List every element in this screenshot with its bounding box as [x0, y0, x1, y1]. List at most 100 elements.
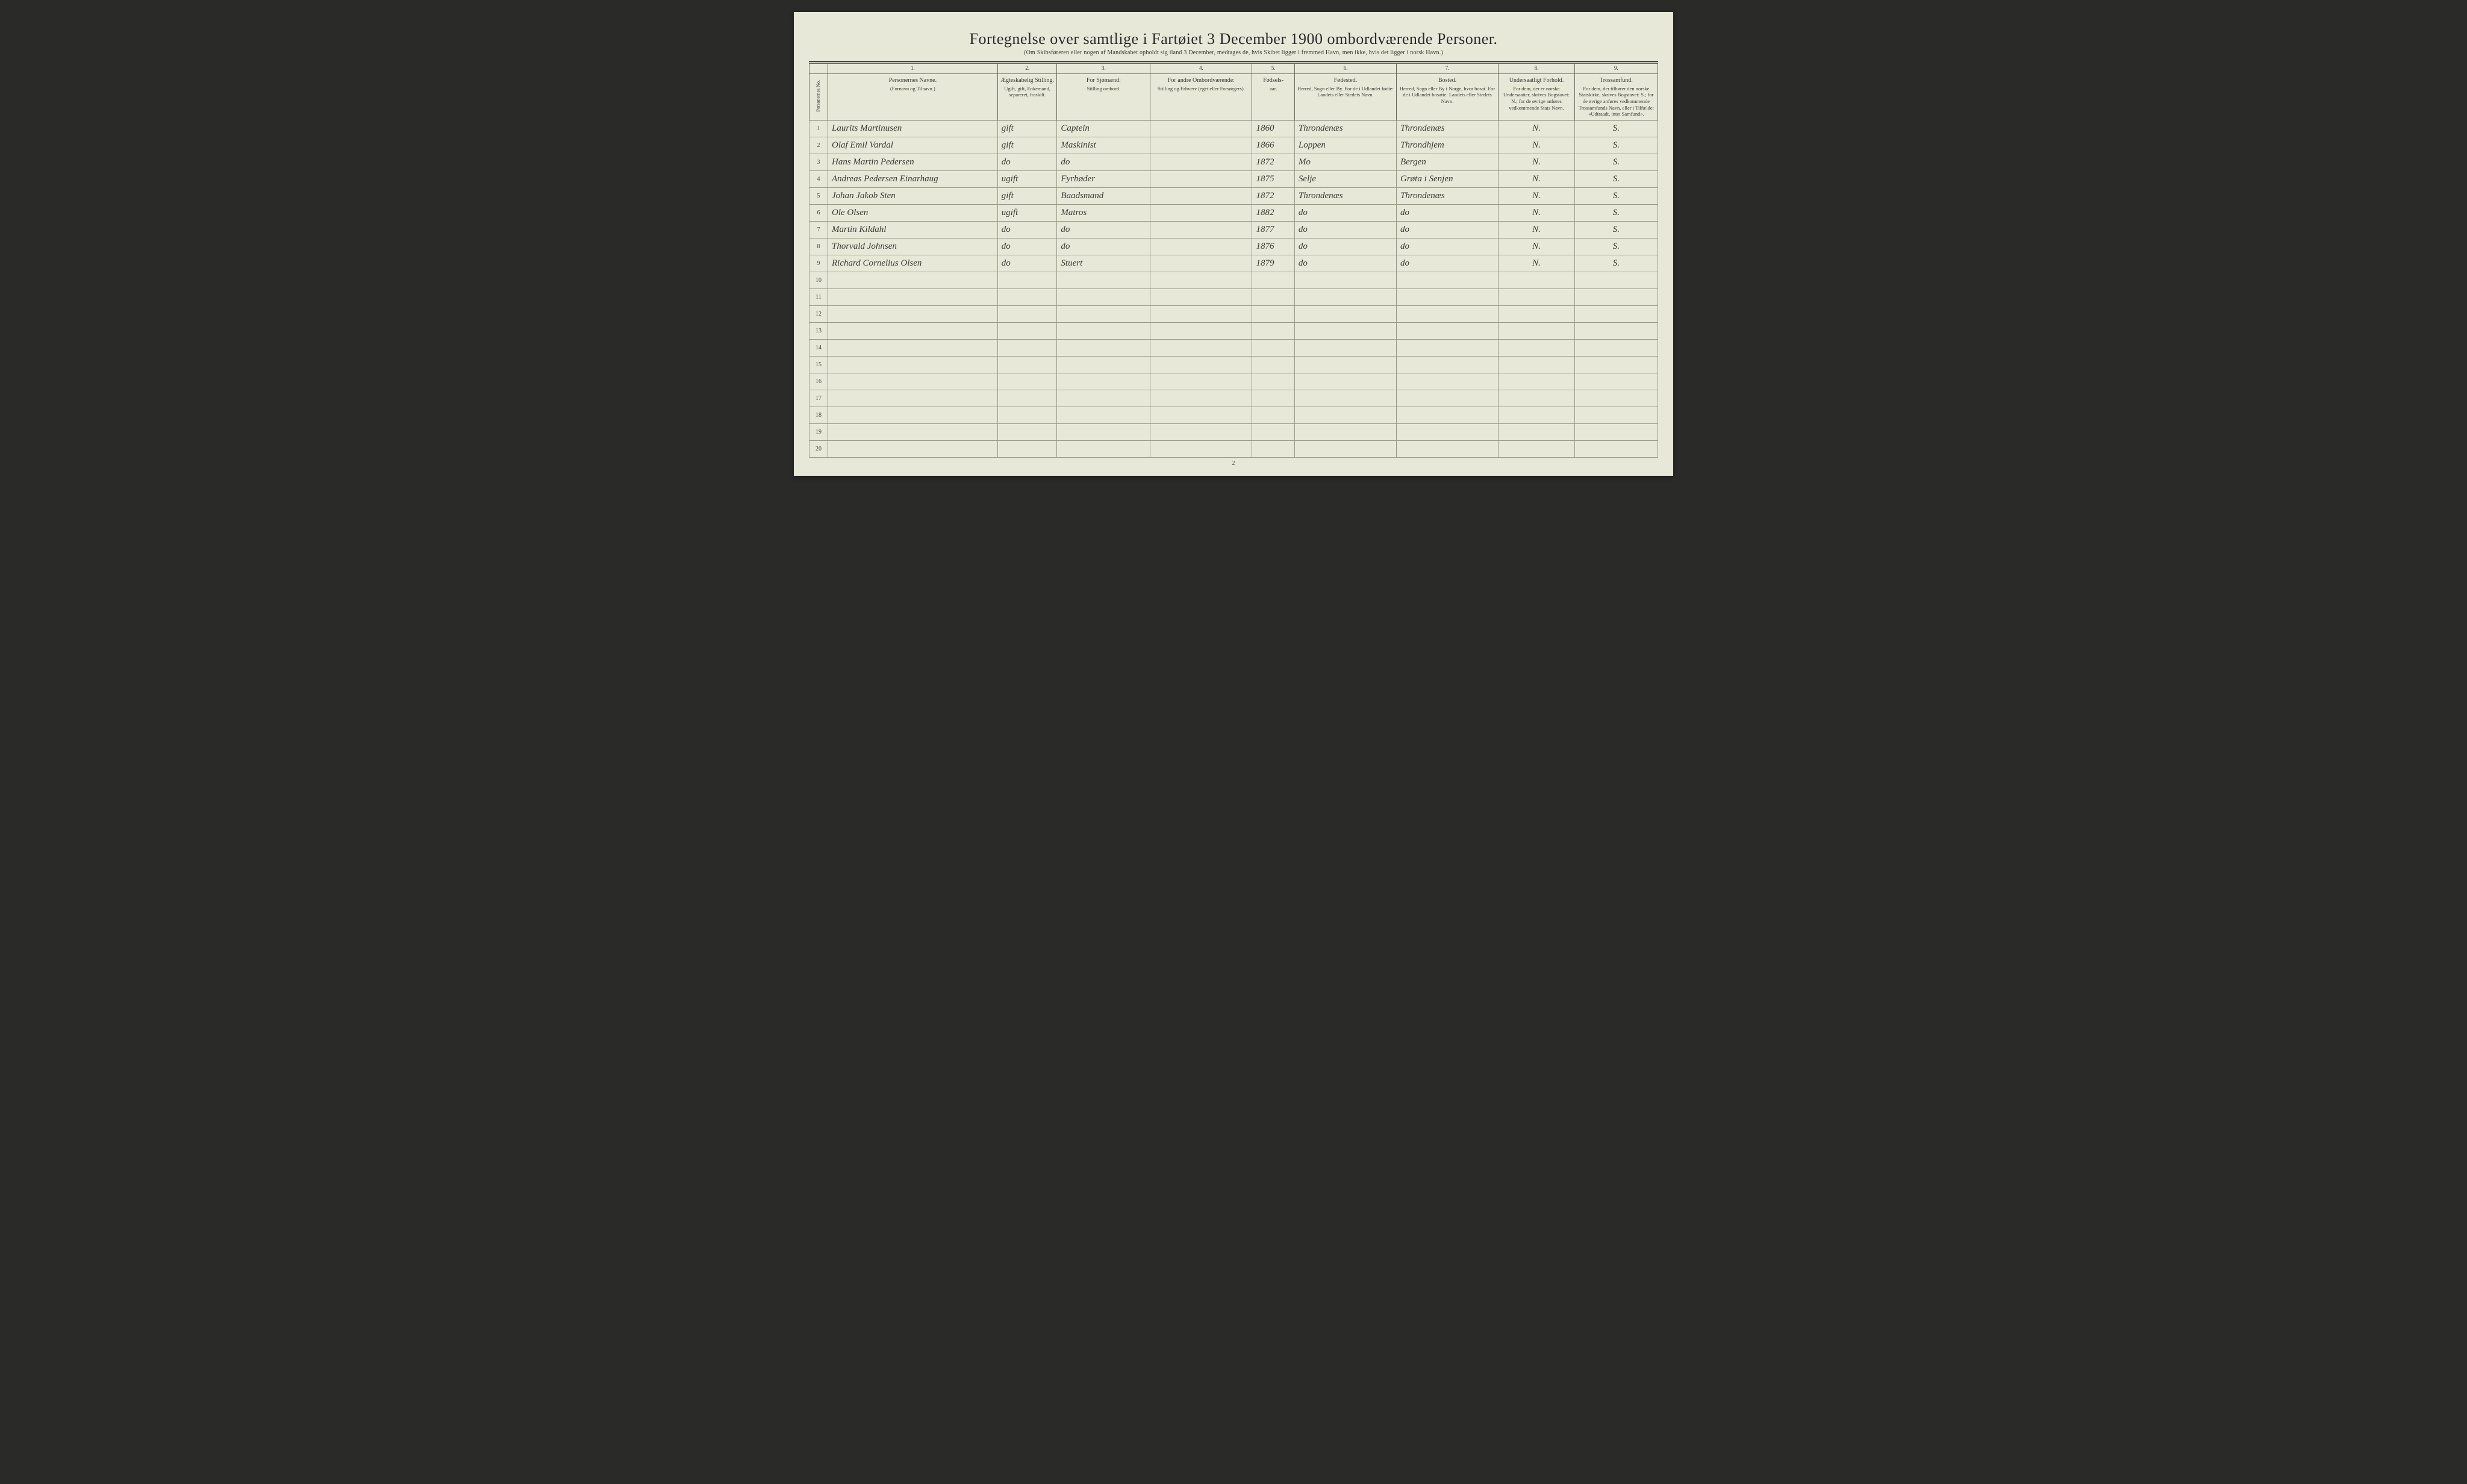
cell-subject: N. — [1499, 255, 1575, 272]
cell-residence: Bergen — [1396, 154, 1498, 170]
cell-name: Martin Kildahl — [828, 221, 997, 238]
persons-table: 1. 2. 3. 4. 5. 6. 7. 8. 9. Personernes N… — [809, 63, 1658, 458]
cell-seaman: Fyrbøder — [1057, 170, 1150, 187]
cell-religion: S. — [1574, 170, 1658, 187]
table-row-empty: 15 — [809, 356, 1658, 373]
page-subtitle: (Om Skibsføreren eller nogen af Mandskab… — [809, 49, 1658, 56]
cell-other — [1150, 238, 1252, 255]
table-row-empty: 12 — [809, 305, 1658, 322]
header-name-sub: (Fornavn og Tilnavn.) — [831, 86, 995, 92]
table-body: 1 Laurits Martinusen gift Captein 1860 T… — [809, 120, 1658, 457]
cell-rownum: 10 — [809, 272, 828, 288]
cell-birth: 1882 — [1252, 204, 1294, 221]
cell-other — [1150, 154, 1252, 170]
header-marital-sub: Ugift, gift, Enkemand, separeret, fraski… — [1000, 86, 1055, 98]
colnum-2: 2. — [997, 64, 1057, 74]
cell-name: Thorvald Johnsen — [828, 238, 997, 255]
cell-name: Laurits Martinusen — [828, 120, 997, 137]
cell-birth: 1872 — [1252, 187, 1294, 204]
cell-rownum: 3 — [809, 154, 828, 170]
cell-rownum: 16 — [809, 373, 828, 390]
cell-seaman: do — [1057, 154, 1150, 170]
header-marital: Ægteskabelig Stilling. Ugift, gift, Enke… — [997, 73, 1057, 120]
cell-residence: Throndhjem — [1396, 137, 1498, 154]
table-row: 5 Johan Jakob Sten gift Baadsmand 1872 T… — [809, 187, 1658, 204]
header-birth: Fødsels- aar. — [1252, 73, 1294, 120]
table-row: 3 Hans Martin Pedersen do do 1872 Mo Ber… — [809, 154, 1658, 170]
table-row: 2 Olaf Emil Vardal gift Maskinist 1866 L… — [809, 137, 1658, 154]
cell-religion: S. — [1574, 204, 1658, 221]
cell-marital: ugift — [997, 170, 1057, 187]
cell-other — [1150, 187, 1252, 204]
cell-name: Ole Olsen — [828, 204, 997, 221]
cell-rownum: 12 — [809, 305, 828, 322]
cell-residence: Throndenæs — [1396, 187, 1498, 204]
cell-rownum: 19 — [809, 423, 828, 440]
header-residence: Bosted. Herred, Sogn eller By i Norge, h… — [1396, 73, 1498, 120]
cell-other — [1150, 137, 1252, 154]
header-birth-main: Fødsels- — [1255, 76, 1291, 84]
cell-seaman: Maskinist — [1057, 137, 1150, 154]
cell-rownum: 18 — [809, 407, 828, 423]
header-name-main: Personernes Navne. — [831, 76, 995, 84]
colnum-5: 5. — [1252, 64, 1294, 74]
cell-seaman: Matros — [1057, 204, 1150, 221]
cell-religion: S. — [1574, 120, 1658, 137]
table-row: 7 Martin Kildahl do do 1877 do do N. S. — [809, 221, 1658, 238]
colnum-8: 8. — [1499, 64, 1575, 74]
header-religion: Trossamfund. For dem, der tilhører den n… — [1574, 73, 1658, 120]
header-other-sub: Stilling og Erhverv (eget eller Forsørge… — [1153, 86, 1249, 92]
cell-subject: N. — [1499, 120, 1575, 137]
cell-religion: S. — [1574, 154, 1658, 170]
cell-rownum: 6 — [809, 204, 828, 221]
header-subject-sub: For dem, der er norske Undersaatter, skr… — [1501, 86, 1572, 111]
column-header-row: Personernes No. Personernes Navne. (Forn… — [809, 73, 1658, 120]
cell-rownum: 13 — [809, 322, 828, 339]
cell-residence: do — [1396, 238, 1498, 255]
table-row-empty: 20 — [809, 440, 1658, 457]
cell-rownum: 15 — [809, 356, 828, 373]
header-residence-main: Bosted. — [1399, 76, 1495, 84]
cell-birthplace: Throndenæs — [1294, 120, 1396, 137]
table-row-empty: 17 — [809, 390, 1658, 407]
cell-marital: gift — [997, 120, 1057, 137]
cell-other — [1150, 120, 1252, 137]
cell-residence: do — [1396, 204, 1498, 221]
table-row-empty: 13 — [809, 322, 1658, 339]
cell-birth: 1866 — [1252, 137, 1294, 154]
header-subject: Undersaatligt Forhold. For dem, der er n… — [1499, 73, 1575, 120]
cell-birth: 1876 — [1252, 238, 1294, 255]
cell-rownum: 1 — [809, 120, 828, 137]
table-row-empty: 11 — [809, 288, 1658, 305]
cell-seaman: Stuert — [1057, 255, 1150, 272]
cell-other — [1150, 170, 1252, 187]
header-marital-main: Ægteskabelig Stilling. — [1000, 76, 1055, 84]
table-row-empty: 18 — [809, 407, 1658, 423]
cell-birthplace: do — [1294, 255, 1396, 272]
colnum-4: 4. — [1150, 64, 1252, 74]
cell-name: Hans Martin Pedersen — [828, 154, 997, 170]
cell-rownum: 17 — [809, 390, 828, 407]
cell-birthplace: Selje — [1294, 170, 1396, 187]
cell-marital: gift — [997, 137, 1057, 154]
cell-rownum: 4 — [809, 170, 828, 187]
cell-subject: N. — [1499, 238, 1575, 255]
cell-other — [1150, 255, 1252, 272]
cell-religion: S. — [1574, 187, 1658, 204]
census-form-page: Fortegnelse over samtlige i Fartøiet 3 D… — [794, 12, 1673, 476]
cell-birth: 1875 — [1252, 170, 1294, 187]
colnum-1: 1. — [828, 64, 997, 74]
table-row: 6 Ole Olsen ugift Matros 1882 do do N. S… — [809, 204, 1658, 221]
cell-birthplace: do — [1294, 238, 1396, 255]
cell-rownum: 7 — [809, 221, 828, 238]
colnum-3: 3. — [1057, 64, 1150, 74]
header-religion-sub: For dem, der tilhører den norske Statski… — [1577, 86, 1655, 117]
cell-other — [1150, 221, 1252, 238]
page-title: Fortegnelse over samtlige i Fartøiet 3 D… — [809, 30, 1658, 48]
header-other-main: For andre Ombordværende: — [1153, 76, 1249, 84]
column-number-row: 1. 2. 3. 4. 5. 6. 7. 8. 9. — [809, 64, 1658, 74]
cell-birthplace: Mo — [1294, 154, 1396, 170]
colnum-7: 7. — [1396, 64, 1498, 74]
header-seaman: For Sjømænd: Stilling ombord. — [1057, 73, 1150, 120]
header-birth-sub: aar. — [1255, 86, 1291, 92]
